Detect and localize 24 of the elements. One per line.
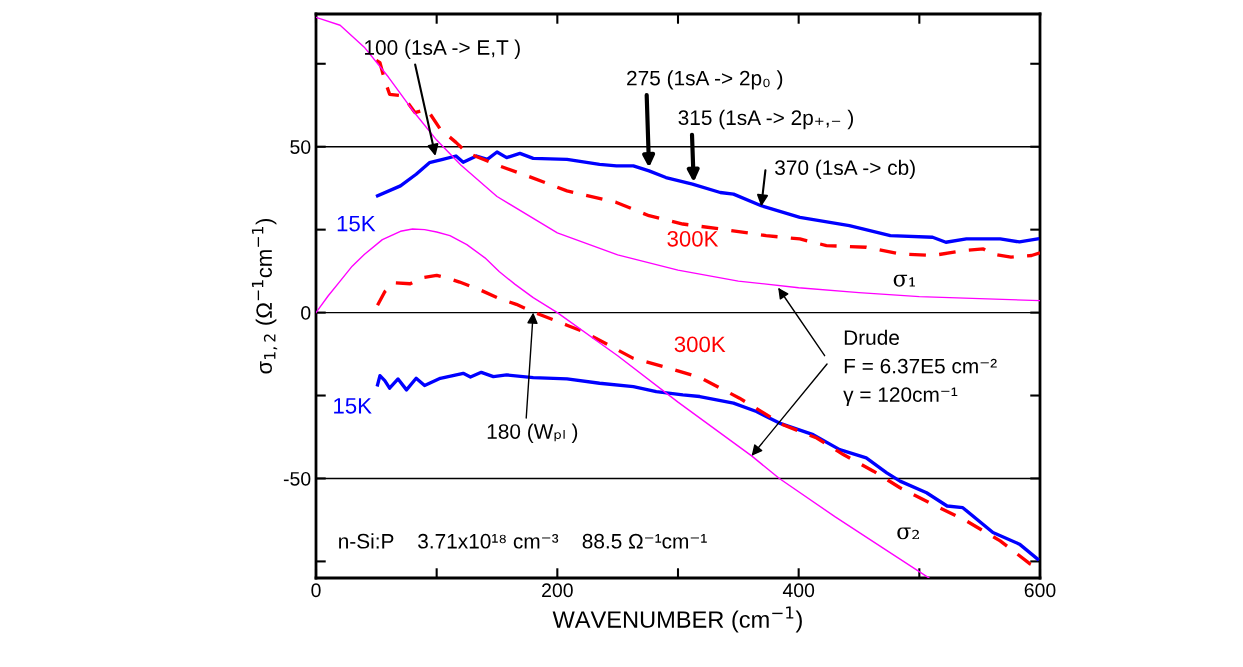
line-series — [374, 58, 1040, 259]
annotation: 370 (1sA -> cb) — [775, 159, 915, 180]
annotation: 180 (Wₚₗ ) — [487, 423, 578, 443]
annotation: 315 (1sA -> 2p₊,₋ ) — [678, 109, 853, 130]
series-label: 15K — [337, 215, 376, 232]
x-axis-title: WAVENUMBER (cm$^{−1}$) — [552, 606, 802, 633]
annotation: n-Si:P 3.71x10¹⁸ cm⁻³ 88.5 Ω⁻¹cm⁻¹ — [339, 533, 707, 549]
x-tick-label: 0 — [311, 583, 321, 598]
annotation: 275 (1sA -> 2p₀ ) — [627, 70, 783, 90]
series-label: 300K — [667, 230, 719, 247]
y-tick-label: -50 — [283, 471, 311, 486]
x-tick-label: 400 — [782, 583, 815, 598]
y-tick-label: 50 — [290, 140, 311, 154]
series-label: σ₂ — [897, 527, 919, 540]
annotation: 100 (1sA -> E,T ) — [365, 39, 520, 59]
series-label: 300K — [674, 336, 726, 353]
series-label: 15K — [334, 398, 372, 414]
x-tick-label: 600 — [1024, 583, 1056, 598]
y-axis-title: σ$_{1,2}$ (Ω$^{−1}$cm$^{−1}$) — [251, 218, 278, 374]
series-label: σ₁ — [893, 274, 915, 287]
line-series — [316, 16, 1040, 302]
y-tick-label: 0 — [301, 306, 311, 320]
x-tick-label: 200 — [542, 583, 573, 598]
annotation: Drude F = 6.37E5 cm⁻² γ = 120cm⁻¹ — [843, 329, 997, 407]
